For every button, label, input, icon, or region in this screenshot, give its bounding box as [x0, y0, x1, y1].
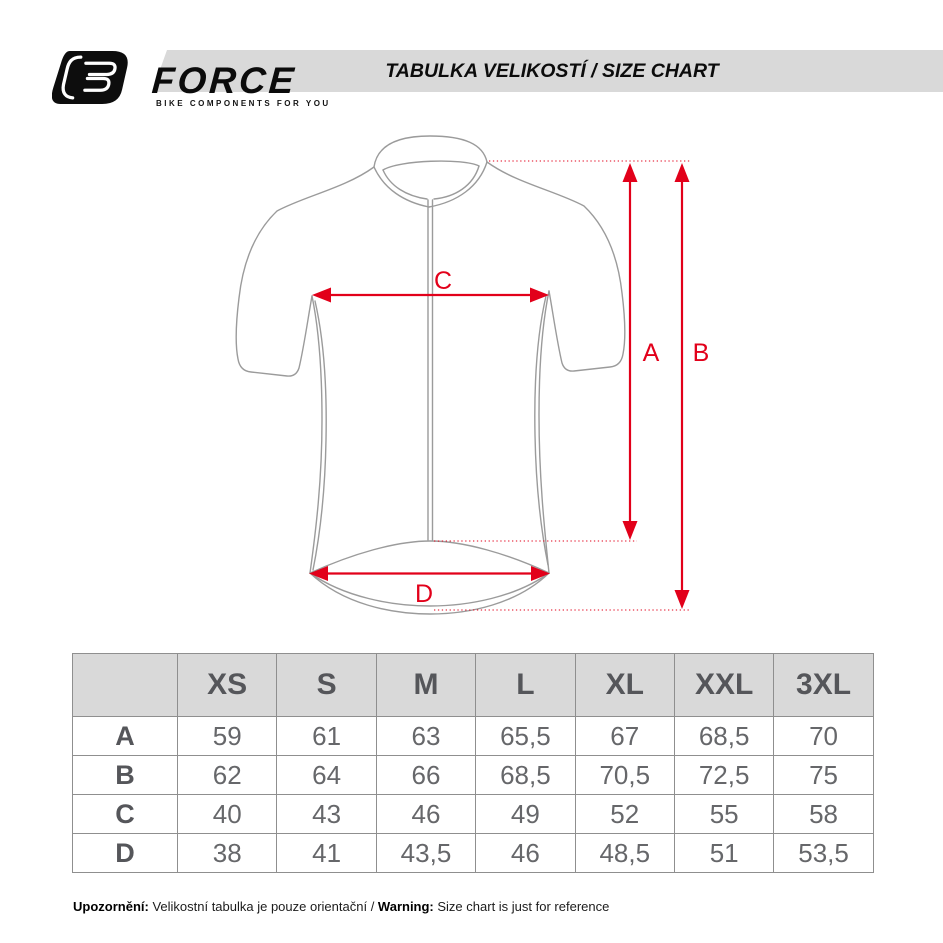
measure-label-a: A	[643, 339, 660, 367]
jersey-outline	[235, 135, 626, 615]
row-label-d: D	[72, 833, 178, 873]
brand-tagline: BIKE COMPONENTS FOR YOU	[156, 99, 331, 108]
cell-c-3xl: 58	[773, 794, 874, 834]
col-header-3xl: 3XL	[773, 653, 874, 717]
measure-label-d: D	[415, 580, 433, 608]
page-title: TABULKA VELIKOSTÍ / SIZE CHART	[385, 60, 719, 82]
col-header-l: L	[475, 653, 576, 717]
force-f-emblem-icon	[52, 51, 128, 104]
cell-d-s: 41	[276, 833, 377, 873]
jersey-diagram: C D A B	[235, 135, 710, 615]
col-header-m: M	[375, 653, 477, 717]
table-row-d: D 38 41 43,5 46 48,5 51 53,5	[72, 833, 874, 873]
cell-a-m: 63	[375, 716, 477, 756]
col-header-s: S	[276, 653, 377, 717]
cell-b-3xl: 75	[773, 755, 874, 795]
row-label-b: B	[72, 755, 178, 795]
cell-d-3xl: 53,5	[773, 833, 874, 873]
measure-label-b: B	[693, 339, 710, 367]
size-table-header-row: XS S M L XL XXL 3XL	[72, 653, 874, 717]
col-header-xl: XL	[574, 653, 675, 717]
footer-label-en: Warning:	[377, 899, 434, 914]
cell-a-xxl: 68,5	[673, 716, 775, 756]
col-header-xs: XS	[176, 653, 278, 717]
cell-a-l: 65,5	[475, 716, 576, 756]
measure-arrow-d	[309, 566, 550, 581]
size-table: XS S M L XL XXL 3XL A 59 61 63 65,5 67 6…	[72, 653, 874, 873]
table-row-b: B 62 64 66 68,5 70,5 72,5 75	[72, 755, 874, 795]
cell-c-xxl: 55	[673, 794, 775, 834]
cell-a-s: 61	[276, 716, 377, 756]
cell-d-xxl: 51	[673, 833, 775, 873]
cell-a-xs: 59	[176, 716, 278, 756]
cell-b-xs: 62	[176, 755, 278, 795]
row-label-a: A	[72, 716, 178, 756]
measure-arrow-b	[674, 163, 690, 609]
cell-a-3xl: 70	[773, 716, 874, 756]
measure-arrow-a	[622, 163, 638, 540]
force-logo: FORCE BIKE COMPONENTS FOR YOU	[52, 48, 352, 118]
footer-text-cs: Velikostní tabulka je pouze orientační /	[148, 899, 378, 914]
cell-c-xs: 40	[176, 794, 278, 834]
cell-c-m: 46	[375, 794, 477, 834]
cell-d-xl: 48,5	[574, 833, 675, 873]
measure-label-c: C	[434, 267, 452, 295]
cell-a-xl: 67	[574, 716, 675, 756]
col-header-xxl: XXL	[673, 653, 775, 717]
footer-note: Upozornění: Velikostní tabulka je pouze …	[73, 899, 609, 914]
footer-label-cs: Upozornění:	[73, 899, 149, 914]
cell-d-l: 46	[475, 833, 576, 873]
cell-b-s: 64	[276, 755, 377, 795]
cell-b-l: 68,5	[475, 755, 576, 795]
cell-d-m: 43,5	[375, 833, 477, 873]
footer-text-en: Size chart is just for reference	[433, 899, 610, 914]
cell-d-xs: 38	[176, 833, 278, 873]
cell-c-l: 49	[475, 794, 576, 834]
cell-b-xl: 70,5	[574, 755, 675, 795]
table-row-c: C 40 43 46 49 52 55 58	[72, 794, 874, 834]
cell-b-m: 66	[375, 755, 477, 795]
size-table-corner-cell	[72, 653, 178, 717]
cell-c-xl: 52	[574, 794, 675, 834]
cell-b-xxl: 72,5	[673, 755, 775, 795]
table-row-a: A 59 61 63 65,5 67 68,5 70	[72, 716, 874, 756]
row-label-c: C	[72, 794, 178, 834]
measure-arrow-c	[312, 287, 549, 303]
cell-c-s: 43	[276, 794, 377, 834]
header-band	[152, 50, 943, 92]
